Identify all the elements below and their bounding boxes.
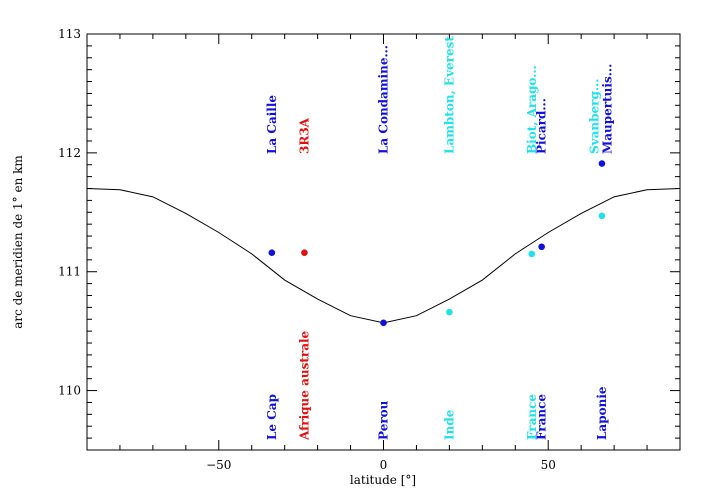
data-point xyxy=(268,249,276,256)
meridian-arc-curve xyxy=(86,188,681,324)
top-annotation-label: 3R3A xyxy=(297,117,311,154)
data-points xyxy=(268,160,606,327)
top-annotation-label: Biot, Arago... xyxy=(525,65,539,154)
bottom-annotation-label: France xyxy=(525,394,539,440)
x-tick-label: −50 xyxy=(206,458,231,472)
top-annotations: La Caille 3R3A La Condamine... Lambton, Eve… xyxy=(265,36,615,154)
top-annotation-label: Maupertuis... xyxy=(601,64,615,154)
x-tick-label: 50 xyxy=(541,458,556,472)
y-tick-label: 112 xyxy=(58,146,81,160)
y-axis-title: arc de meridien de 1° en km xyxy=(11,155,25,329)
bottom-annotation-label: Laponie xyxy=(595,386,609,440)
x-axis-title: latitude [°] xyxy=(350,473,416,487)
y-tick-label: 110 xyxy=(58,384,81,398)
bottom-annotation-label: Perou xyxy=(377,400,391,440)
data-point xyxy=(301,249,308,256)
bottom-annotation-label: Afrique australe xyxy=(297,330,311,441)
y-tick-label: 113 xyxy=(58,27,81,41)
top-annotation-label: La Condamine... xyxy=(377,45,391,154)
data-point xyxy=(528,250,536,258)
bottom-annotation-label: Le Cap xyxy=(265,394,279,440)
tick-labels: −50 0 50 110 111 112 113 xyxy=(58,27,556,472)
x-tick-label: 0 xyxy=(380,458,388,472)
bottom-annotation-label: France xyxy=(535,394,549,440)
top-annotation-label: Lambton, Everest xyxy=(442,36,456,154)
top-annotation-label: La Caille xyxy=(265,95,279,154)
y-tick-label: 111 xyxy=(58,265,81,279)
top-annotation-label: Svanberg... xyxy=(587,79,601,154)
data-point xyxy=(598,160,606,167)
data-point xyxy=(538,243,545,251)
data-point xyxy=(446,308,453,316)
top-annotation-label: Picard... xyxy=(535,98,549,154)
bottom-annotations: Le Cap Afrique australe Perou Inde FranceFra… xyxy=(265,330,609,441)
data-point xyxy=(380,319,387,327)
bottom-annotation-label: Inde xyxy=(442,409,456,440)
data-point xyxy=(598,212,606,220)
